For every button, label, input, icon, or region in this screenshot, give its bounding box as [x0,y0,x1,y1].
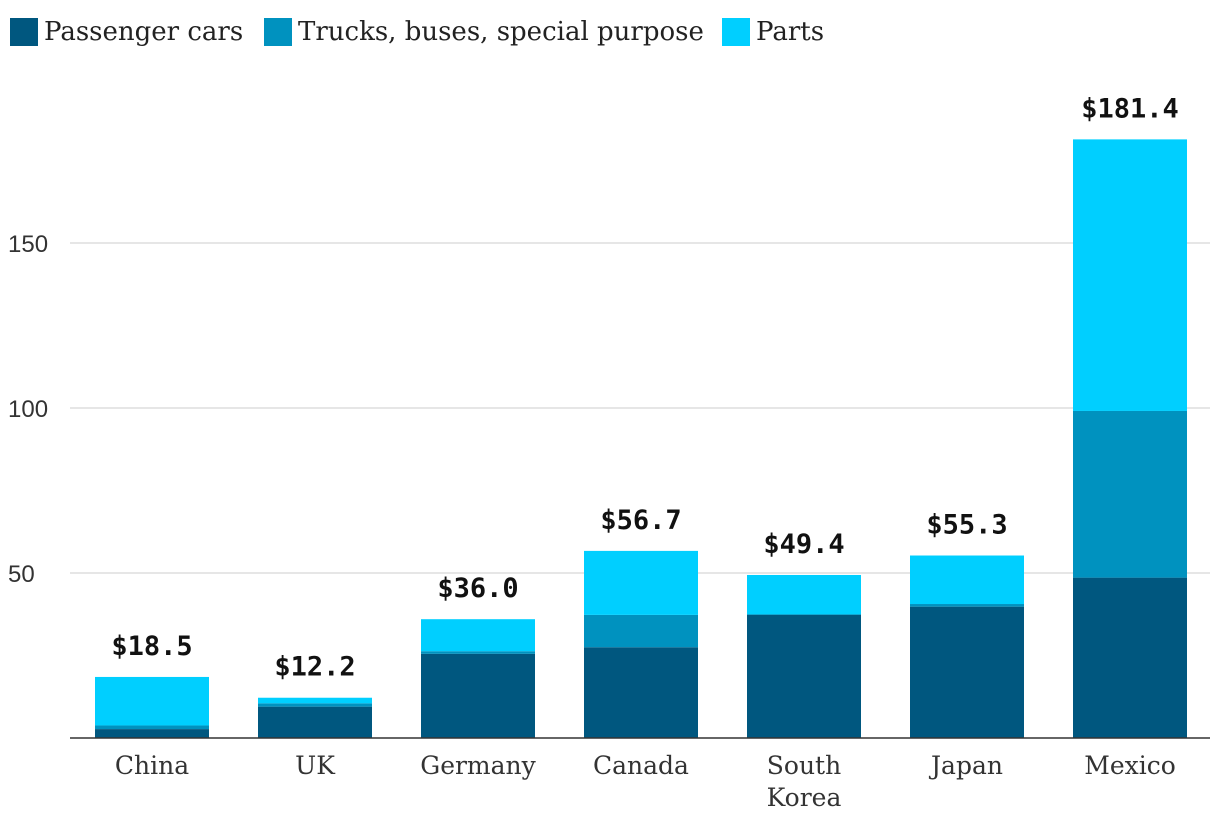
bar-group-canada [584,550,698,738]
bar-south-korea-parts [747,574,861,615]
legend: Passenger cars Trucks, buses, special pur… [10,17,824,47]
bar-japan-passenger-cars [910,606,1024,738]
bar-germany-parts [421,619,535,652]
bar-canada-trucks-buses-special-purpose [584,614,698,648]
bar-group-mexico [1073,139,1187,738]
y-tick-label-100: 100 [8,396,48,423]
bar-group-uk [258,697,372,738]
bar-china-passenger-cars [95,729,209,738]
total-label-canada: $56.7 [600,505,681,536]
x-axis-labels: China UK Germany Canada South Korea Japan Mexic… [115,751,1176,812]
y-tick-label-50: 50 [8,561,35,588]
x-tick-label-line: Japan [928,751,1003,780]
y-axis-ticks: 50 100 150 [8,231,48,588]
total-labels: $18.5 $12.2 $36.0 $56.7 $49.4 $55.3 $181.4 [111,93,1178,682]
legend-swatch-passenger-cars [10,18,38,46]
total-label-mexico: $181.4 [1081,93,1179,124]
x-tick-label-canada: Canada [593,751,689,780]
bar-japan-parts [910,555,1024,605]
legend-label-trucks-buses-special-purpose: Trucks, buses, special purpose [298,17,704,47]
y-tick-label-150: 150 [8,231,48,258]
bar-group-south-korea [747,574,861,738]
x-tick-label-south-korea: South Korea [767,751,842,812]
legend-swatch-parts [722,18,750,46]
x-tick-label-line: Korea [767,783,842,812]
bar-germany-trucks-buses-special-purpose [421,651,535,654]
x-tick-label-line: UK [295,751,336,780]
legend-item-passenger-cars: Passenger cars [10,17,243,47]
x-tick-label-uk: UK [295,751,336,780]
x-tick-label-china: China [115,751,189,780]
x-tick-label-line: China [115,751,189,780]
bar-uk-trucks-buses-special-purpose [258,703,372,707]
bar-uk-passenger-cars [258,706,372,738]
total-label-uk: $12.2 [274,652,355,683]
x-tick-label-mexico: Mexico [1084,751,1176,780]
legend-item-parts: Parts [722,17,824,47]
bar-japan-trucks-buses-special-purpose [910,604,1024,607]
bar-germany-passenger-cars [421,653,535,738]
bar-china-parts [95,676,209,726]
bars [95,139,1187,738]
bar-canada-passenger-cars [584,647,698,738]
legend-swatch-trucks-buses-special-purpose [264,18,292,46]
bar-china-trucks-buses-special-purpose [95,725,209,730]
bar-mexico-passenger-cars [1073,577,1187,738]
legend-label-parts: Parts [756,17,824,47]
x-tick-label-japan: Japan [928,751,1003,780]
bar-canada-parts [584,550,698,615]
x-tick-label-germany: Germany [420,751,536,780]
bar-group-germany [421,619,535,738]
legend-item-trucks-buses-special-purpose: Trucks, buses, special purpose [264,17,704,47]
bar-group-china [95,676,209,738]
x-tick-label-line: Canada [593,751,689,780]
bar-south-korea-passenger-cars [747,614,861,738]
total-label-germany: $36.0 [437,573,518,604]
bar-group-japan [910,555,1024,738]
x-tick-label-line: Germany [420,751,536,780]
bar-uk-parts [258,697,372,704]
legend-label-passenger-cars: Passenger cars [44,17,243,47]
x-tick-label-line: South [767,751,841,780]
total-label-japan: $55.3 [926,510,1007,541]
total-label-south-korea: $49.4 [763,529,844,560]
x-tick-label-line: Mexico [1084,751,1176,780]
total-label-china: $18.5 [111,631,192,662]
bar-mexico-parts [1073,139,1187,411]
bar-mexico-trucks-buses-special-purpose [1073,410,1187,578]
